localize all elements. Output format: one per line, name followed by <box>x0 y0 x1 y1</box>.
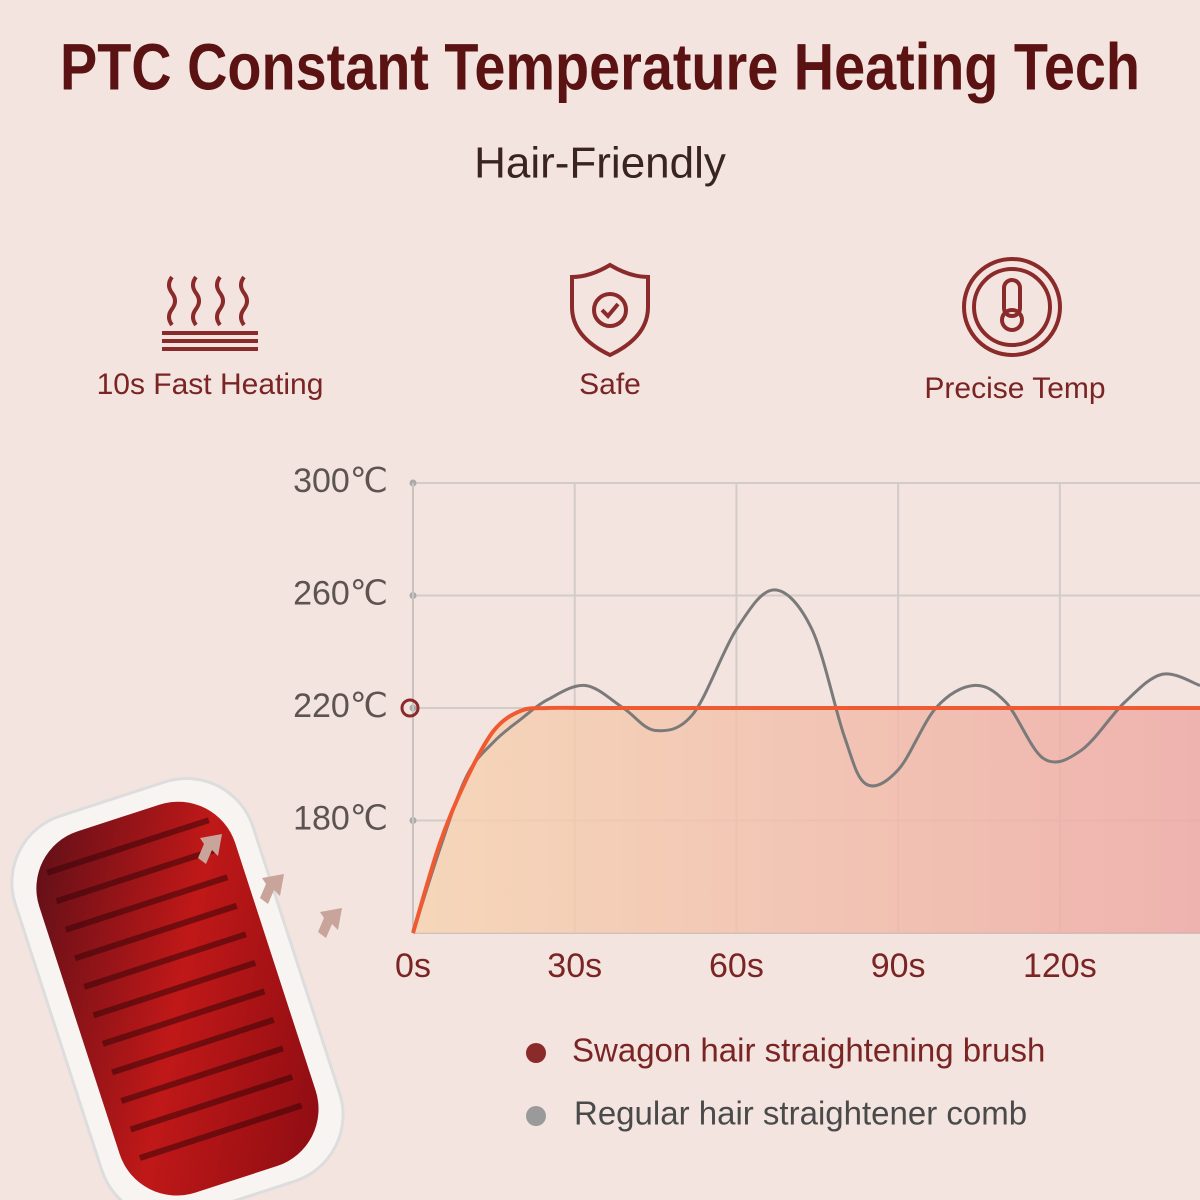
subtitle: Hair-Friendly <box>474 139 726 188</box>
legend-dot <box>526 1043 546 1063</box>
y-tick-label: 220℃ <box>293 687 388 725</box>
area <box>413 707 1200 933</box>
legend-label: Swagon hair straightening brush <box>572 1032 1045 1069</box>
title: PTC Constant Temperature Heating Tech <box>60 29 1140 103</box>
series-line <box>411 705 1200 934</box>
series-line <box>411 588 1200 934</box>
feature-label: Safe <box>579 368 641 401</box>
plot: 180℃ 220℃ 260℃ 300℃ 0s 30s 60s 90s 120s <box>293 462 1200 985</box>
feature-label: 10s Fast Heating <box>97 368 324 401</box>
shield-icon <box>570 262 650 358</box>
heat-arrows <box>198 834 342 938</box>
legend-dot <box>526 1106 546 1126</box>
y-tick-label: 300℃ <box>293 462 388 500</box>
legend-label: Regular hair straightener comb <box>574 1095 1027 1132</box>
y-tick-label: 180℃ <box>293 799 388 837</box>
temp-icon <box>962 257 1062 357</box>
heating-icon <box>162 275 258 351</box>
y-tick-label: 260℃ <box>293 574 388 612</box>
x-tick-label: 90s <box>871 947 926 985</box>
feature-label: Precise Temp <box>924 372 1105 405</box>
x-tick-label: 30s <box>547 947 602 985</box>
target-marker <box>400 698 420 718</box>
x-tick-label: 120s <box>1023 947 1097 985</box>
x-tick-label: 60s <box>709 947 764 985</box>
brush-illustration <box>10 776 345 1200</box>
x-tick-label: 0s <box>395 947 431 985</box>
